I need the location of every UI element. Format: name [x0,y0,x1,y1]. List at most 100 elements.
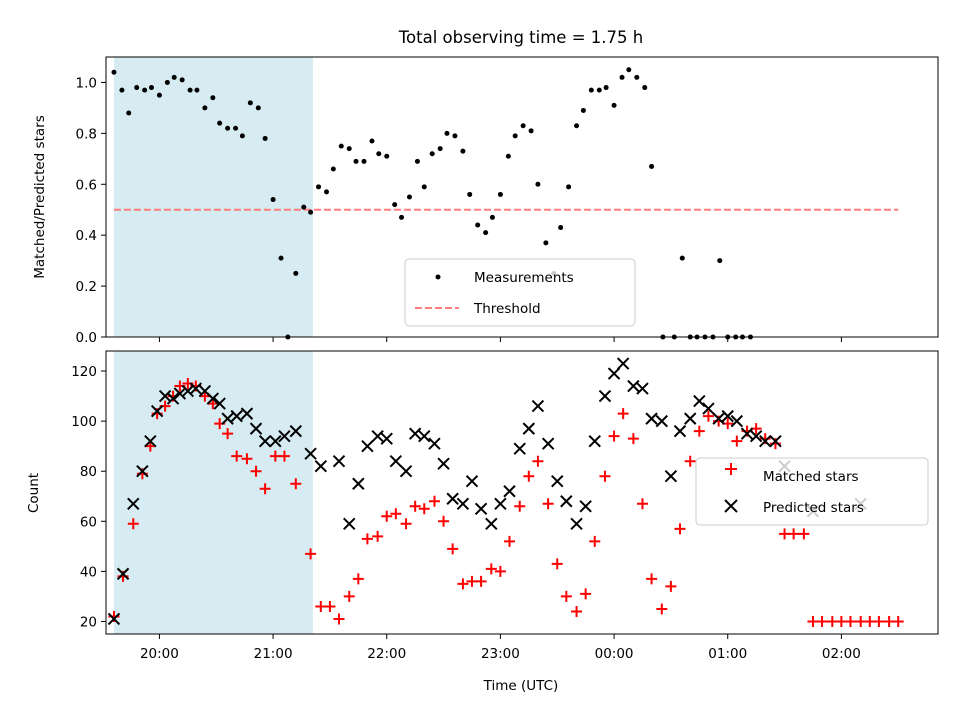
matched-star-point [589,535,601,547]
predicted-star-point [240,407,254,420]
predicted-star-point [465,475,479,488]
top-y-axis-label: Matched/Predicted stars [32,115,48,278]
predicted-star-point [503,485,516,498]
measurement-point [543,240,549,246]
measurement-point [194,87,200,93]
predicted-star-point [144,434,157,448]
bottom-shaded-interval [113,351,313,634]
measurement-point [558,225,564,231]
top-panel: Total observing time = 1.75 h 0.00.20.40… [32,28,939,346]
matched-star-point [372,530,384,542]
bottom-y-ticks: 20 40 60 80 100 120 [71,364,106,630]
x-tick-label: 01:00 [708,646,747,662]
x-tick-label: 00:00 [595,646,634,662]
predicted-star-point [314,459,328,473]
matched-star-point [542,498,554,510]
predicted-star-point [399,465,413,478]
x-tick-label: 21:00 [254,646,293,662]
matched-star-point [305,548,317,560]
legend-measurements-marker [435,274,441,280]
predicted-star-point [740,427,754,440]
bottom-legend-box [695,457,929,526]
predicted-star-point [206,392,220,405]
matched-star-point [333,613,345,625]
predicted-star-point [181,384,195,398]
measurement-point [308,209,314,215]
predicted-star-point [607,367,621,380]
measurement-point [187,87,193,93]
matched-star-point [447,543,459,555]
predicted-star-point [213,397,226,410]
predicted-star-point [158,389,172,403]
top-axes-frame [105,56,939,338]
matched-star-point [514,500,526,512]
x-axis-label: Time (UTC) [483,678,559,694]
y-tick-label: 100 [71,414,97,430]
matched-star-point [250,465,262,477]
predicted-star-point [371,429,384,443]
matched-star-point [290,478,302,490]
predicted-star-point [551,475,564,488]
measurement-point [255,105,261,111]
measurement-point [452,133,458,139]
matched-star-point [241,453,253,465]
measurement-point [444,130,450,136]
predicted-star-point [446,492,459,505]
measurement-point [460,148,466,154]
measurement-point [467,191,473,197]
predicted-star-point [249,422,263,435]
matched-star-point [324,600,336,612]
predicted-star-point [304,447,317,460]
measurement-point [489,214,495,220]
top-shaded-interval [113,57,313,337]
predicted-star-point [166,392,180,405]
measurement-point [369,138,375,144]
x-tick-label: 02:00 [822,646,861,662]
measurement-point [535,181,541,187]
predicted-star-point [769,434,782,448]
predicted-star-point [730,414,744,428]
predicted-star-point [418,429,431,443]
predicted-star-point [485,517,498,531]
measurement-point [293,270,299,276]
measurement-point [202,105,208,111]
predicted-star-point [598,389,612,403]
measurement-point [566,184,572,190]
y-tick-label: 60 [80,514,97,530]
predicted-star-point [494,497,507,510]
measurement-point [270,197,276,203]
matched-star-point [127,518,139,530]
predicted-star-point [702,402,715,415]
predicted-star-point [289,424,303,438]
predicted-star-point [579,500,592,513]
measurement-point [148,85,154,91]
measurement-point [233,125,239,131]
y-tick-label: 40 [80,564,97,580]
measurement-point [111,69,117,75]
matched-star-point [702,410,714,422]
matched-star-point [418,503,430,515]
matched-star-point [617,408,629,420]
matched-star-point [551,558,563,570]
matched-star-point [400,518,412,530]
matched-star-point [409,500,421,512]
measurement-point [361,158,367,164]
measurement-point [649,163,655,169]
matched-star-point [608,430,620,442]
legend-threshold-label: Threshold [473,301,541,317]
matched-star-point [873,615,885,627]
matched-star-point [503,535,515,547]
predicted-star-point [759,434,772,448]
predicted-star-point [221,412,234,425]
matched-star-point [532,455,544,467]
measurement-point [346,146,352,152]
matched-star-point [646,573,658,585]
predicted-star-point [352,477,365,490]
matched-star-point [816,615,828,627]
bottom-x-ticks: 20:00 21:00 22:00 23:00 00:00 01:00 02:00 [140,634,861,662]
measurement-point [437,146,443,152]
measurement-point [505,153,511,159]
y-tick-label: 0.6 [76,177,97,193]
matched-star-point [571,605,583,617]
